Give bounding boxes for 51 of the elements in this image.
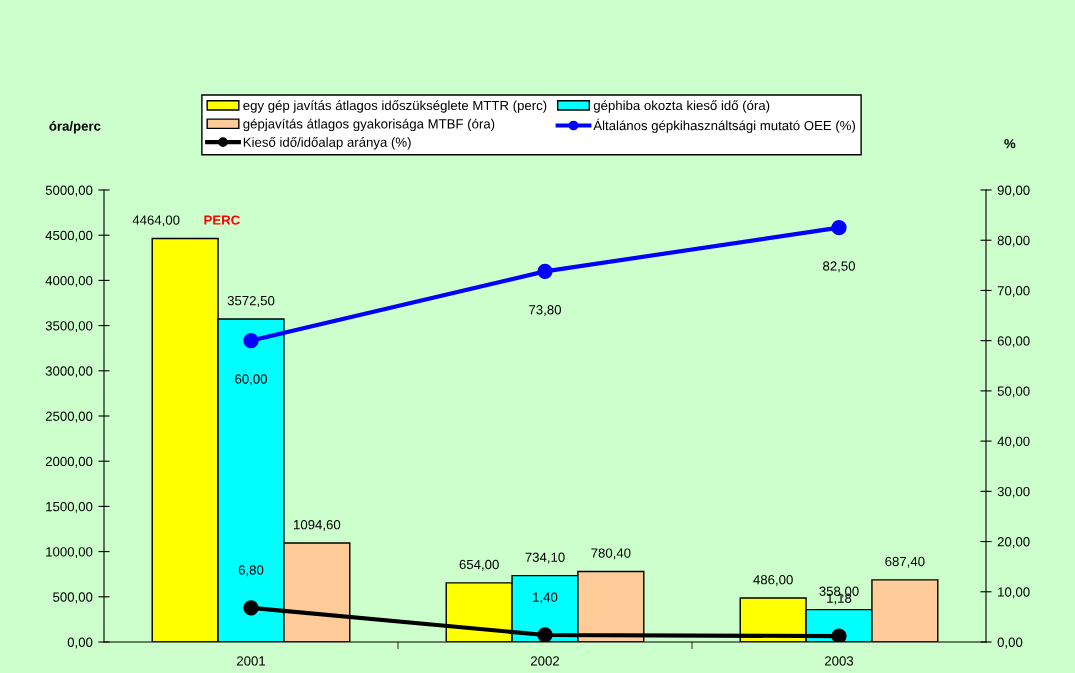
y-axis-title: óra/perc bbox=[49, 120, 101, 134]
point bbox=[831, 628, 847, 642]
legend-label: Általános gépkihasználtsági mutató OEE (%) bbox=[593, 118, 856, 133]
y-tick-label: 2000,00 bbox=[45, 456, 93, 468]
data-label: 73,80 bbox=[529, 305, 561, 316]
point bbox=[243, 333, 259, 349]
data-label: 82,50 bbox=[823, 261, 855, 273]
point bbox=[537, 263, 553, 279]
legend-label: géphiba okozta kieső idő (óra) bbox=[593, 100, 770, 113]
data-label: 3572,50 bbox=[227, 295, 275, 307]
point bbox=[243, 600, 259, 616]
point bbox=[831, 220, 847, 236]
y-tick-label: 1500,00 bbox=[46, 501, 93, 513]
y2-tick-label: 20,00 bbox=[997, 537, 1030, 549]
data-label: 687,40 bbox=[885, 556, 925, 568]
y-tick-label: 2500,00 bbox=[45, 411, 93, 423]
legend-label: egy gép javítás átlagos időszükséglete MTTR (perc) bbox=[243, 100, 547, 113]
y-tick-label: 3500,00 bbox=[45, 321, 93, 333]
y-tick-label: 5000,00 bbox=[45, 185, 93, 197]
data-label: 4464,00 bbox=[132, 215, 180, 227]
y-tick-label: 0,00 bbox=[67, 637, 93, 649]
data-label: 734,10 bbox=[525, 552, 565, 564]
y-tick-label: 4500,00 bbox=[45, 230, 93, 242]
y2-tick-label: 70,00 bbox=[997, 286, 1030, 297]
data-label: 486,00 bbox=[753, 575, 793, 586]
x-tick-label: 2003 bbox=[824, 656, 854, 666]
x-tick-label: 2002 bbox=[530, 656, 560, 666]
x-tick-label: 2001 bbox=[236, 656, 266, 666]
data-label: 1,40 bbox=[533, 592, 558, 604]
data-label: 6,80 bbox=[238, 565, 264, 577]
y-tick-label: 500,00 bbox=[53, 592, 93, 604]
y2-tick-label: 90,00 bbox=[997, 185, 1030, 197]
y-tick-label: 3000,00 bbox=[45, 366, 93, 378]
y2-tick-label: 30,00 bbox=[997, 486, 1030, 498]
y2-tick-label: 0,00 bbox=[997, 637, 1023, 649]
point bbox=[537, 627, 553, 642]
y2-tick-label: 40,00 bbox=[997, 436, 1030, 448]
y2-tick-label: 80,00 bbox=[997, 235, 1030, 247]
data-label: 60,00 bbox=[235, 374, 267, 386]
data-label: 1094,60 bbox=[294, 519, 341, 531]
data-label: 780,40 bbox=[591, 548, 631, 560]
legend-label: gépjavítás átlagos gyakorisága MTBF (óra) bbox=[243, 118, 495, 132]
y2-tick-label: 60,00 bbox=[997, 336, 1030, 348]
legend-label: Kieső idő/időalap aránya (%) bbox=[243, 137, 411, 150]
y2-axis-title: % bbox=[1004, 139, 1016, 149]
y-tick-label: 4000,00 bbox=[45, 275, 93, 287]
y2-tick-label: 50,00 bbox=[997, 386, 1030, 398]
y-tick-label: 1000,00 bbox=[46, 547, 93, 559]
data-label: 654,00 bbox=[459, 559, 499, 571]
y2-tick-label: 10,00 bbox=[998, 587, 1030, 599]
annotation: PERC bbox=[204, 215, 240, 225]
